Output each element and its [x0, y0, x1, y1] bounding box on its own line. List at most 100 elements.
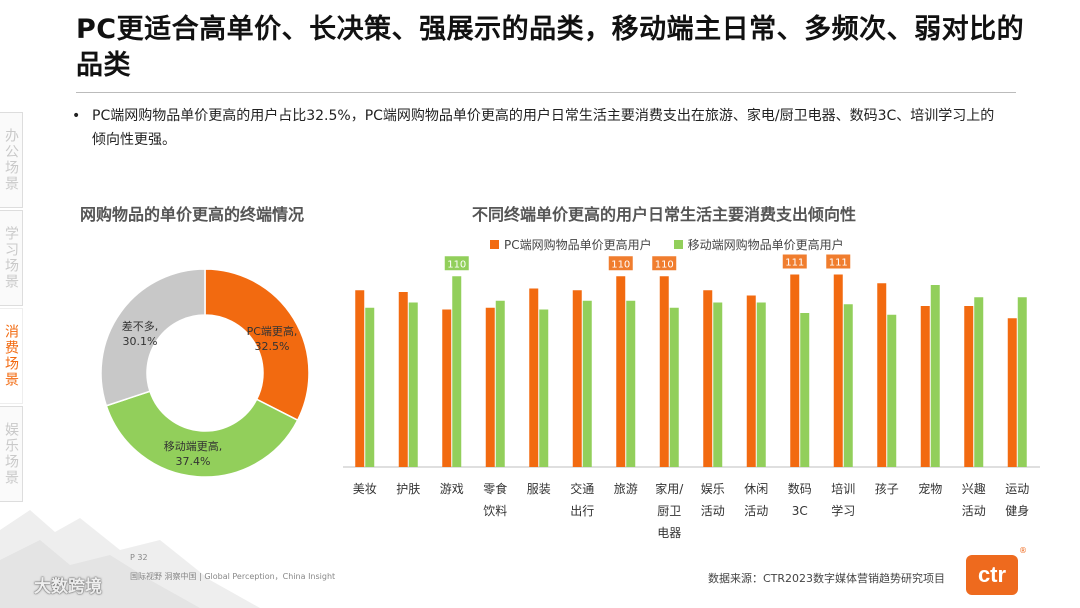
ctr-logo: ctr [966, 555, 1018, 595]
data-label: 111 [785, 258, 804, 269]
data-label: 110 [447, 259, 466, 270]
donut-value: 30.1% [123, 335, 158, 348]
donut-label: PC端更高, [247, 324, 298, 338]
bar [1017, 297, 1027, 467]
x-tick-label: 厨卫 [657, 504, 681, 518]
bar [582, 300, 592, 467]
summary-bullet: • PC端网购物品单价更高的用户占比32.5%，PC端网购物品单价更高的用户日常… [72, 104, 1002, 152]
page-number: P 32 [130, 553, 148, 562]
legend-item-pc: PC端网购物品单价更高用户 [490, 236, 652, 253]
data-label: 111 [829, 258, 848, 269]
title-divider [76, 92, 1016, 93]
donut-value: 32.5% [255, 340, 290, 353]
x-tick-label: 运动 [1005, 482, 1029, 496]
data-label-box [444, 256, 469, 271]
x-tick-label: 宠物 [918, 481, 942, 496]
x-tick-label: 零食 [483, 481, 507, 496]
data-label: 110 [611, 259, 630, 270]
bar [843, 304, 853, 467]
bar [887, 314, 897, 467]
x-tick-label: 服装 [527, 482, 551, 496]
bar [616, 276, 626, 467]
bar [833, 274, 843, 467]
x-tick-label: 饮料 [483, 504, 507, 518]
x-tick-label: 培训 [831, 481, 855, 496]
bar [572, 290, 582, 467]
x-tick-label: 活动 [962, 504, 986, 518]
bar [713, 302, 723, 467]
data-label-box [826, 254, 851, 269]
side-tab-nav: 办公场景 学习场景 消费场景 娱乐场景 [0, 112, 26, 504]
bullet-dot: • [72, 108, 81, 124]
x-tick-label: 休闲 [744, 482, 768, 496]
bar [746, 295, 756, 467]
data-label-box [782, 254, 807, 269]
side-tab-consumption[interactable]: 消费场景 [0, 308, 23, 404]
legend-swatch-pc [490, 240, 499, 249]
legend-label-mobile: 移动端网购物品单价更高用户 [687, 238, 844, 252]
bar [408, 302, 418, 467]
bar [626, 300, 636, 467]
bar [930, 285, 940, 467]
bar [756, 302, 766, 467]
page-title: PC更适合高单价、长决策、强展示的品类，移动端主日常、多频次、弱对比的品类 [76, 14, 1025, 81]
bar [920, 306, 930, 467]
bar [703, 290, 713, 467]
bar [398, 292, 408, 467]
x-tick-label: 3C [792, 504, 808, 518]
data-label-box [608, 256, 633, 271]
bar [485, 307, 495, 467]
bar [452, 276, 462, 467]
x-tick-label: 美妆 [353, 482, 377, 496]
mountain-decoration [0, 510, 260, 608]
summary-text: PC端网购物品单价更高的用户占比32.5%，PC端网购物品单价更高的用户日常生活… [92, 108, 995, 148]
x-tick-label: 数码 [788, 481, 812, 496]
donut-chart-title: 网购物品的单价更高的终端情况 [80, 205, 305, 224]
bar [800, 313, 810, 467]
legend-item-mobile: 移动端网购物品单价更高用户 [673, 236, 844, 253]
watermark-text: 大数跨境 [34, 577, 102, 597]
bar [877, 283, 887, 467]
data-source: 数据来源：CTR2023数字媒体营销趋势研究项目 [708, 572, 946, 585]
data-label: 110 [655, 259, 674, 270]
side-tab-office[interactable]: 办公场景 [0, 112, 23, 208]
bar [442, 309, 452, 467]
bar-chart-title: 不同终端单价更高的用户日常生活主要消费支出倾向性 [472, 205, 857, 224]
legend-label-pc: PC端网购物品单价更高用户 [504, 238, 652, 252]
bar [659, 276, 669, 467]
side-tab-study[interactable]: 学习场景 [0, 210, 23, 306]
x-tick-label: 护肤 [396, 481, 420, 496]
data-label-box [652, 256, 677, 271]
donut-slice [204, 268, 310, 422]
bar [495, 300, 505, 467]
bar [539, 309, 549, 467]
bar [529, 288, 539, 467]
x-tick-label: 电器 [657, 526, 681, 540]
bar [964, 306, 974, 467]
bar [974, 297, 984, 467]
donut-label: 差不多, [122, 319, 159, 333]
x-tick-label: 旅游 [614, 482, 638, 496]
donut-slice [100, 268, 206, 407]
side-tab-entertainment[interactable]: 娱乐场景 [0, 406, 23, 502]
bar [669, 307, 679, 467]
x-tick-label: 娱乐 [701, 482, 725, 496]
donut-slice [105, 390, 299, 478]
x-tick-label: 健身 [1005, 503, 1029, 518]
bar [355, 290, 365, 467]
x-tick-label: 游戏 [440, 482, 464, 496]
bar [1007, 318, 1017, 467]
x-tick-label: 活动 [701, 504, 725, 518]
donut-label: 移动端更高, [164, 439, 223, 453]
registered-mark: ® [1019, 546, 1027, 555]
x-tick-label: 交通 [570, 481, 594, 496]
bar-legend: PC端网购物品单价更高用户 移动端网购物品单价更高用户 [490, 236, 844, 253]
x-tick-label: 孩子 [875, 482, 899, 496]
x-tick-label: 家用/ [655, 481, 684, 496]
x-tick-label: 兴趣 [962, 481, 986, 496]
footer-slogan: 国际视野 洞察中国 | Global Perception，China Insi… [130, 572, 336, 581]
bar [790, 274, 800, 467]
donut-value: 37.4% [176, 455, 211, 468]
x-tick-label: 学习 [831, 503, 855, 518]
